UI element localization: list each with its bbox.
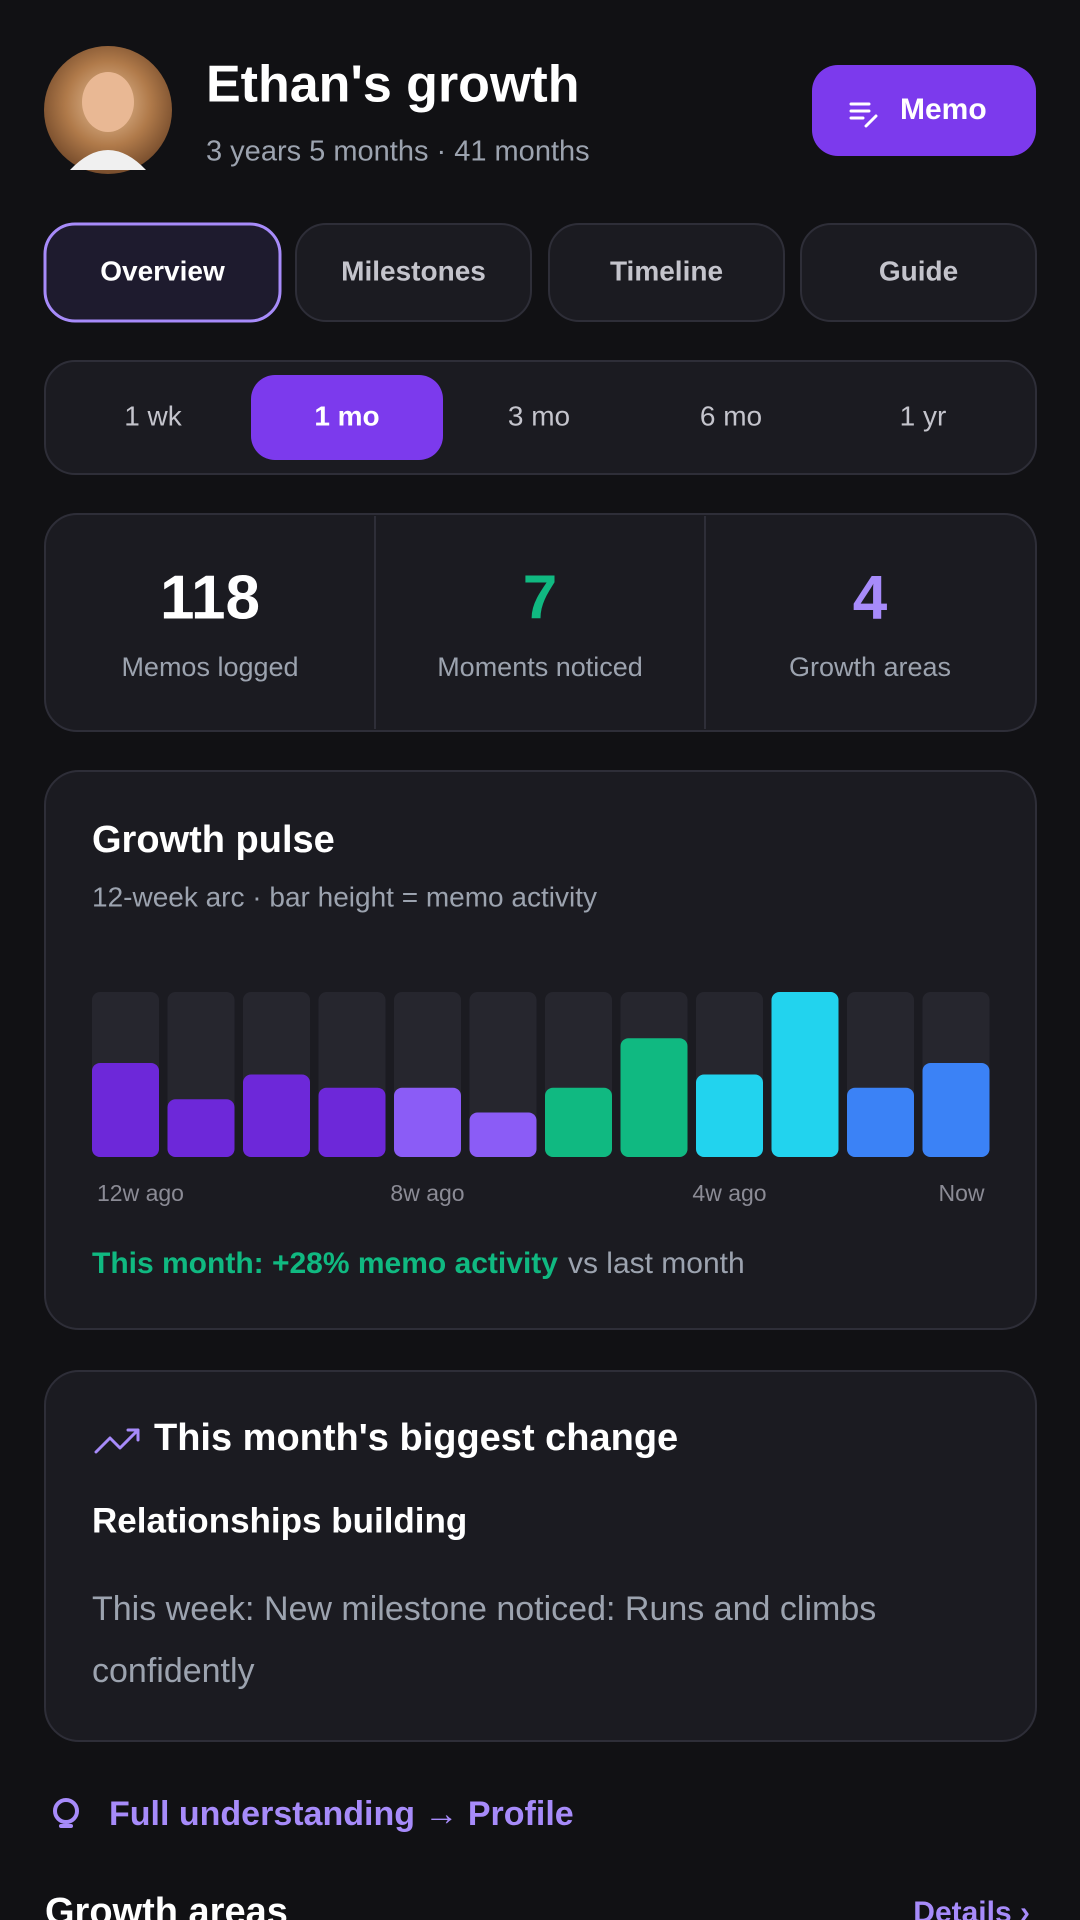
bar: [394, 1087, 461, 1157]
bar-chart: 12w ago 8w ago 4w ago Now: [92, 992, 990, 1206]
bar: [92, 1062, 159, 1157]
bar: [847, 1087, 914, 1157]
tab-label: Guide: [879, 255, 958, 286]
note-rest: vs last month: [568, 1247, 745, 1280]
x-tick-label: Now: [938, 1180, 984, 1206]
tab-bar: Overview Milestones Timeline Guide: [43, 222, 1037, 323]
stats: 118 Memos logged 7 Moments noticed 4 Growth a…: [121, 563, 951, 682]
avatar-shirt: [70, 150, 146, 170]
bulb-icon: [53, 1798, 79, 1824]
x-tick-label: 12w ago: [97, 1180, 184, 1206]
stat-value: 4: [853, 563, 888, 632]
memo-icon: [849, 102, 878, 128]
stats-card: [44, 513, 1037, 732]
range-option[interactable]: 6 mo: [700, 400, 762, 431]
bar: [243, 1074, 310, 1157]
change-body-box: This week: New milestone noticed: Runs a…: [92, 1590, 877, 1690]
profile-link[interactable]: Full understanding → Profile: [53, 1795, 574, 1833]
bar: [318, 1087, 386, 1157]
range-selected-bg: [251, 375, 443, 460]
range-option[interactable]: 1 mo: [251, 375, 443, 460]
change-body: This week: New milestone noticed: Runs a…: [92, 1590, 877, 1690]
tab-bg: [43, 222, 282, 323]
change-subtitle: Relationships building: [92, 1501, 467, 1540]
bar: [545, 1087, 612, 1157]
bar: [167, 1099, 235, 1157]
bar: [696, 1074, 763, 1157]
tab-bg: [800, 223, 1037, 322]
stat-label: Moments noticed: [437, 652, 643, 682]
stat-value: 118: [160, 563, 260, 632]
range-option[interactable]: 1 wk: [124, 400, 183, 431]
x-tick-label: 8w ago: [390, 1180, 464, 1206]
tab-label: Timeline: [610, 255, 723, 286]
tab-label: Overview: [100, 255, 225, 286]
trend-icon: [94, 1428, 140, 1454]
avatar-face: [82, 72, 134, 132]
memo-button[interactable]: Memo: [812, 65, 1036, 156]
page-subtitle: 3 years 5 months · 41 months: [206, 136, 590, 168]
bar: [469, 1112, 537, 1157]
bar: [771, 992, 839, 1157]
range-label: 1 wk: [124, 400, 183, 431]
change-card: [44, 1370, 1037, 1742]
tab-label: Milestones: [341, 255, 486, 286]
tab[interactable]: Milestones: [295, 223, 532, 322]
x-tick-label: 4w ago: [692, 1180, 766, 1206]
pulse-card: [44, 770, 1037, 1330]
section-action[interactable]: Details ›: [913, 1896, 1030, 1920]
tab[interactable]: Timeline: [548, 223, 785, 322]
profile-link-label: Full understanding → Profile: [109, 1795, 574, 1833]
range-label: 1 yr: [900, 400, 947, 431]
bar: [620, 1038, 688, 1157]
range-label: 6 mo: [700, 400, 762, 431]
stat-label: Memos logged: [121, 652, 298, 682]
range-option[interactable]: 3 mo: [508, 400, 570, 431]
bar: [922, 1062, 990, 1157]
range-options: 1 wk 1 mo 3 mo 6 mo 1 yr: [124, 375, 946, 460]
avatar[interactable]: [44, 46, 172, 174]
memo-button-label: Memo: [900, 93, 987, 126]
change-heading: This month's biggest change: [154, 1417, 678, 1459]
range-label: 1 mo: [314, 400, 379, 431]
note-highlight: This month: +28% memo activity: [92, 1247, 558, 1280]
tab-bg: [295, 223, 532, 322]
page-title: Ethan's growth: [206, 56, 579, 114]
stat-label: Growth areas: [789, 652, 951, 682]
memo-button-bg: [812, 65, 1036, 156]
range-option[interactable]: 1 yr: [900, 400, 947, 431]
chart-title: Growth pulse: [92, 819, 335, 861]
tab[interactable]: Overview: [43, 222, 282, 323]
stat-value: 7: [523, 563, 557, 632]
chart-note: This month: +28% memo activity vs last mo…: [92, 1247, 745, 1280]
tab-bg: [548, 223, 785, 322]
chart-subtitle: 12-week arc · bar height = memo activity: [92, 881, 597, 912]
section-title: Growth areas: [45, 1891, 288, 1920]
range-label: 3 mo: [508, 400, 570, 431]
tab[interactable]: Guide: [800, 223, 1037, 322]
